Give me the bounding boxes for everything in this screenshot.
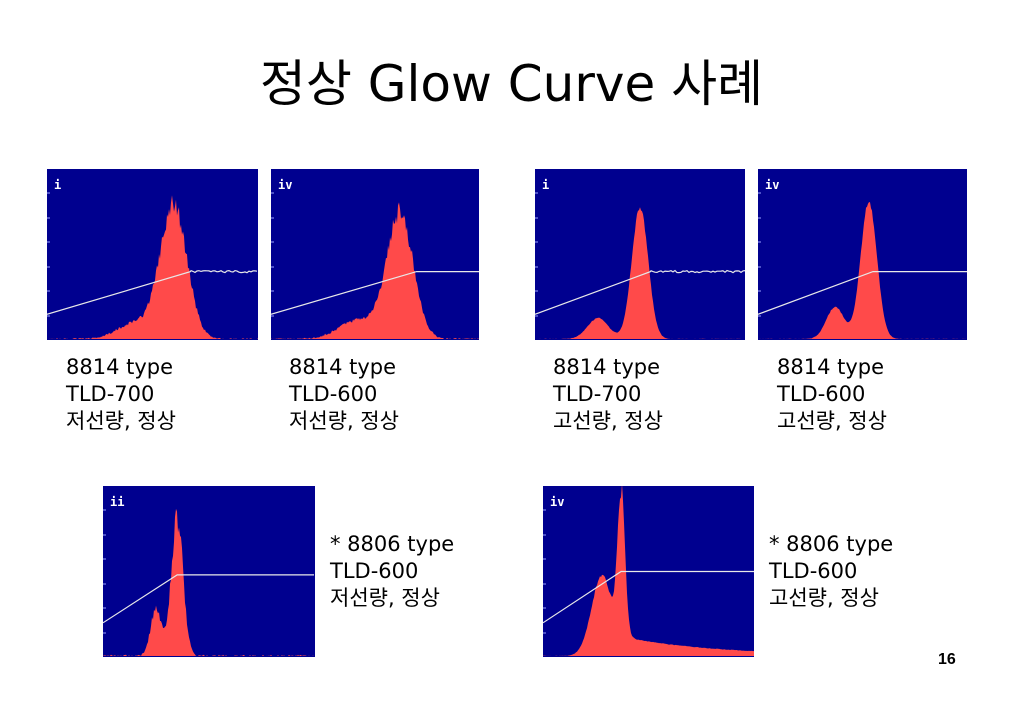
caption-4-line-3: 고선량, 정상 bbox=[777, 409, 887, 433]
glow-curve-area bbox=[103, 508, 315, 656]
caption-3-line-1: 8814 type bbox=[553, 355, 661, 379]
glow-curve-area bbox=[535, 207, 745, 339]
caption-5: * 8806 type TLD-600 저선량, 정상 bbox=[330, 531, 454, 612]
axis-ticks bbox=[103, 509, 106, 634]
glow-curve-chart-6: iv bbox=[543, 486, 754, 657]
caption-1-line-3: 저선량, 정상 bbox=[66, 409, 176, 433]
caption-6-line-3: 고선량, 정상 bbox=[769, 586, 879, 610]
glow-curve-area bbox=[271, 202, 479, 339]
caption-2-line-2: TLD-600 bbox=[289, 382, 378, 406]
glow-curve-panel-2: iv bbox=[271, 169, 479, 340]
temperature-line bbox=[47, 269, 258, 315]
caption-2: 8814 type TLD-600 저선량, 정상 bbox=[289, 354, 399, 435]
axis-ticks bbox=[758, 192, 761, 317]
panel-label: i bbox=[54, 178, 61, 192]
caption-6-line-2: TLD-600 bbox=[769, 559, 858, 583]
glow-curve-panel-6: iv bbox=[543, 486, 754, 657]
glow-curve-area bbox=[758, 202, 967, 339]
caption-6: * 8806 type TLD-600 고선량, 정상 bbox=[769, 531, 893, 612]
glow-curve-chart-2: iv bbox=[271, 169, 479, 340]
panel-label: iv bbox=[550, 495, 564, 509]
caption-1-line-1: 8814 type bbox=[66, 355, 174, 379]
slide-title: 정상 Glow Curve 사례 bbox=[259, 55, 764, 113]
chart-background bbox=[103, 486, 315, 657]
caption-2-line-1: 8814 type bbox=[289, 355, 397, 379]
caption-3-line-2: TLD-700 bbox=[553, 382, 642, 406]
caption-1-line-2: TLD-700 bbox=[66, 382, 155, 406]
caption-3-line-3: 고선량, 정상 bbox=[553, 409, 663, 433]
temperature-line bbox=[543, 570, 754, 624]
temperature-line bbox=[758, 271, 967, 315]
glow-curve-area bbox=[47, 195, 258, 339]
caption-5-line-1: * 8806 type bbox=[330, 532, 455, 556]
glow-curve-panel-3: i bbox=[535, 169, 745, 340]
caption-6-line-1: * 8806 type bbox=[769, 532, 894, 556]
axis-ticks bbox=[47, 192, 50, 317]
temperature-line bbox=[535, 269, 745, 315]
caption-5-line-3: 저선량, 정상 bbox=[330, 586, 440, 610]
panel-label: iv bbox=[765, 178, 779, 192]
axis-ticks bbox=[535, 192, 538, 317]
temperature-line bbox=[271, 271, 479, 315]
glow-curve-panel-5: ii bbox=[103, 486, 315, 657]
caption-4: 8814 type TLD-600 고선량, 정상 bbox=[777, 354, 887, 435]
caption-3: 8814 type TLD-700 고선량, 정상 bbox=[553, 354, 663, 435]
glow-curve-chart-3: i bbox=[535, 169, 745, 340]
glow-curve-panel-1: i bbox=[47, 169, 258, 340]
caption-4-line-1: 8814 type bbox=[777, 355, 885, 379]
glow-curve-area bbox=[543, 486, 754, 656]
caption-1: 8814 type TLD-700 저선량, 정상 bbox=[66, 354, 176, 435]
axis-ticks bbox=[543, 509, 546, 634]
panel-label: ii bbox=[110, 495, 124, 509]
page-number: 16 bbox=[938, 651, 956, 668]
glow-curve-chart-1: i bbox=[47, 169, 258, 340]
panel-label: iv bbox=[278, 178, 292, 192]
glow-curve-panel-4: iv bbox=[758, 169, 967, 340]
caption-2-line-3: 저선량, 정상 bbox=[289, 409, 399, 433]
glow-curve-chart-5: ii bbox=[103, 486, 315, 657]
axis-ticks bbox=[271, 192, 274, 317]
glow-curve-chart-4: iv bbox=[758, 169, 967, 340]
panel-label: i bbox=[542, 178, 549, 192]
caption-5-line-2: TLD-600 bbox=[330, 559, 419, 583]
caption-4-line-2: TLD-600 bbox=[777, 382, 866, 406]
temperature-line bbox=[103, 574, 314, 624]
